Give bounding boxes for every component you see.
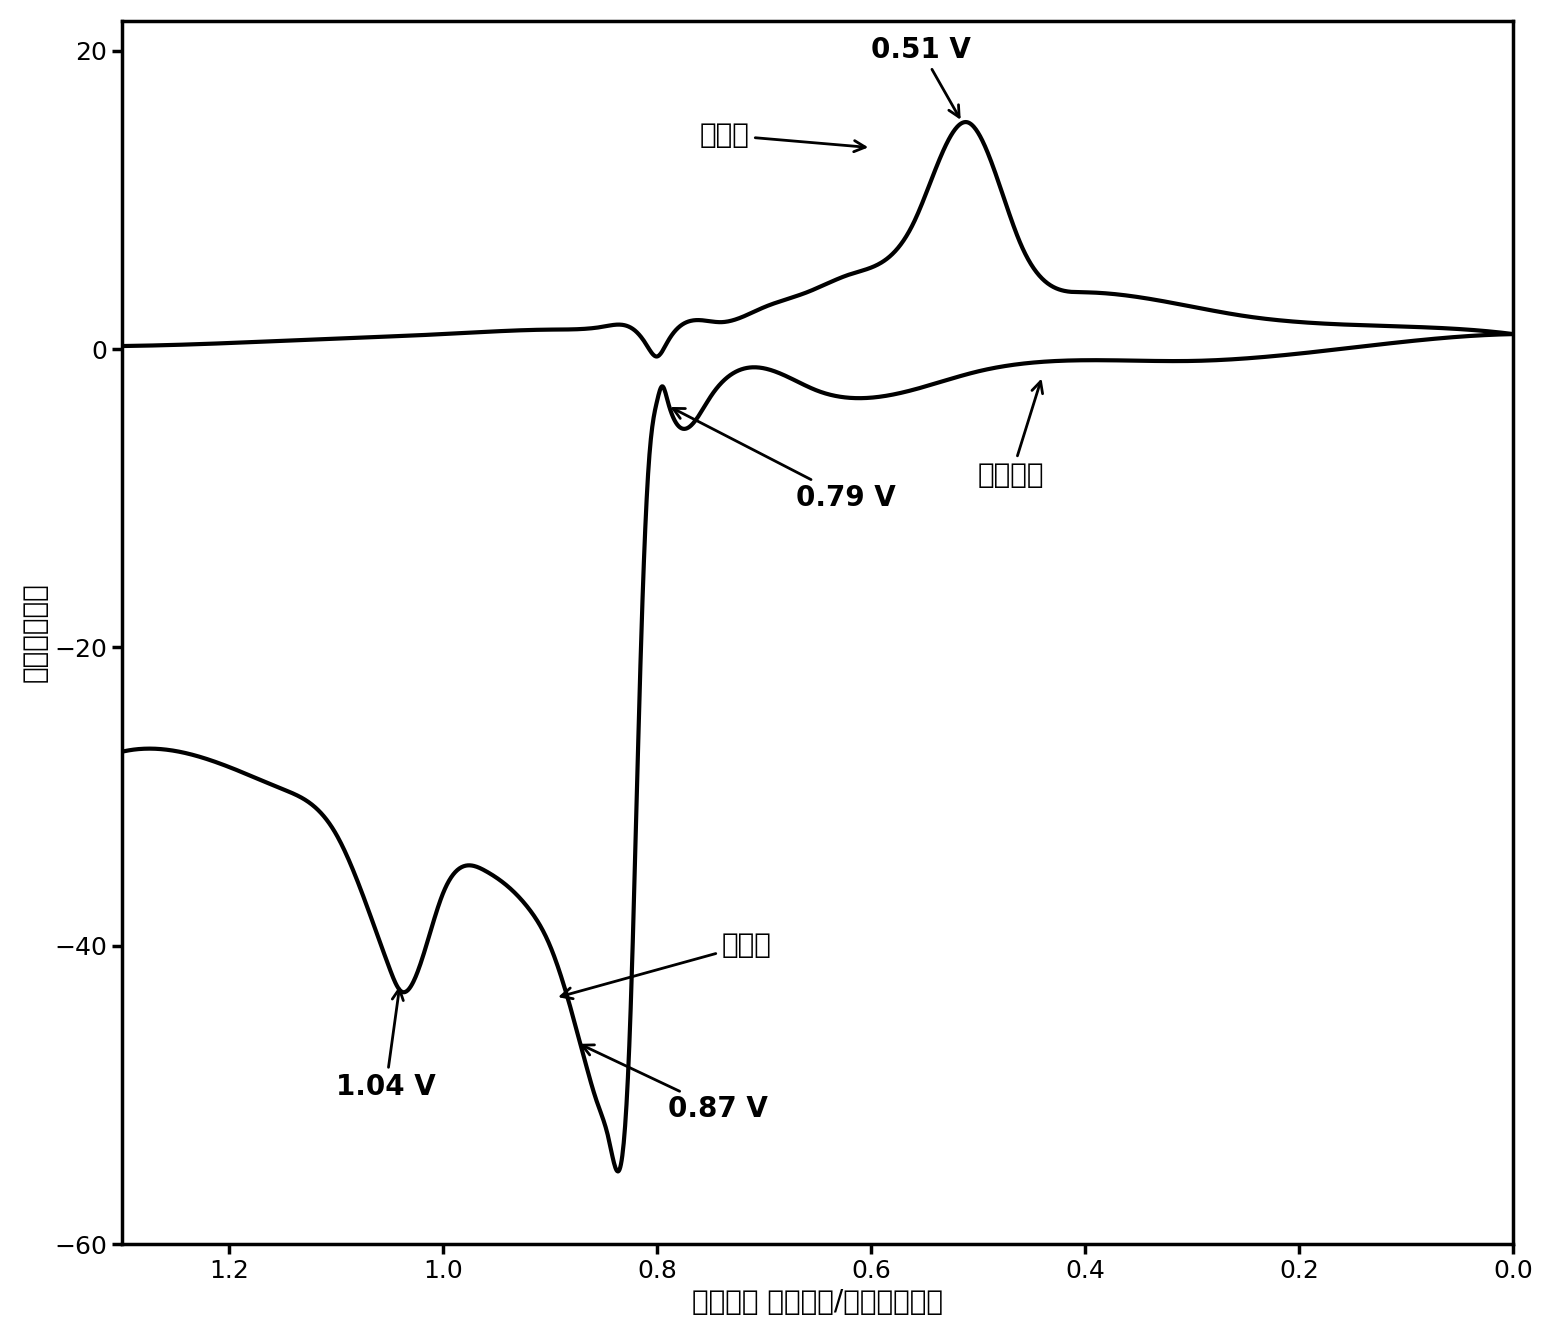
X-axis label: 电位（伏 相对于銀/銀离子电极）: 电位（伏 相对于銀/銀离子电极）: [692, 1288, 943, 1316]
Text: 0.87 V: 0.87 V: [583, 1046, 768, 1123]
Y-axis label: 电流（微安）: 电流（微安）: [20, 583, 48, 682]
Text: 扫描方向: 扫描方向: [977, 381, 1044, 489]
Text: 1.04 V: 1.04 V: [336, 989, 435, 1100]
Text: 氧化峰: 氧化峰: [561, 931, 771, 999]
Text: 0.51 V: 0.51 V: [872, 36, 971, 118]
Text: 0.79 V: 0.79 V: [673, 408, 897, 512]
Text: 还原峰: 还原峰: [699, 122, 866, 151]
